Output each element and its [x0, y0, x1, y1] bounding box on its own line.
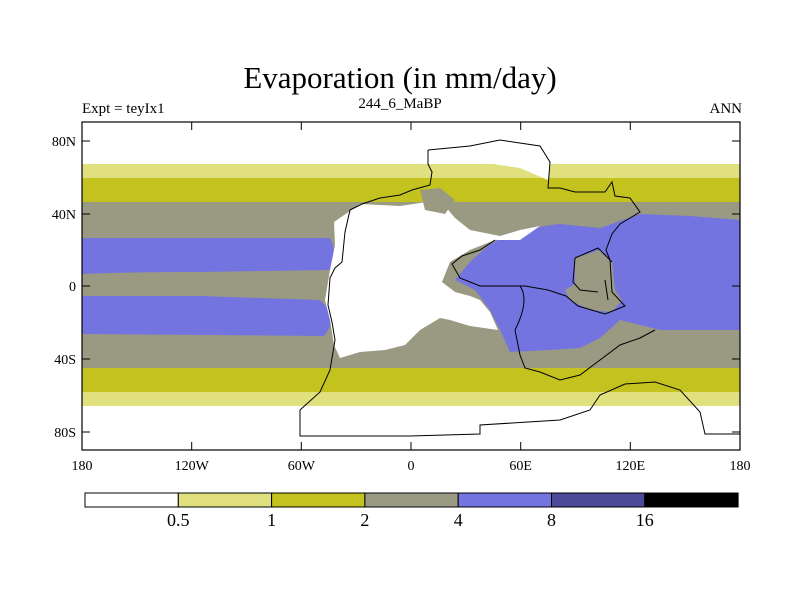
lon-tick-180w: 180: [72, 459, 93, 474]
continental-interior-low: [325, 200, 540, 358]
season-label: ANN: [709, 101, 743, 117]
lon-tick-120w: 120W: [175, 459, 210, 474]
colorbar-swatch-3: [364, 492, 459, 508]
lon-tick-60e: 60E: [509, 459, 532, 474]
colorbar-swatch-6: [644, 492, 739, 508]
evap-zone-west-south: [82, 296, 332, 336]
period-label: 244_6_MaBP: [358, 96, 442, 112]
lon-tick-60w: 60W: [288, 459, 316, 474]
lat-tick-40s: 40S: [54, 353, 76, 368]
continent-outlines: [299, 139, 740, 437]
continent-coastline-south: [299, 150, 740, 437]
continent-coastline-southeast: [514, 285, 656, 381]
plot-title: Evaporation (in mm/day): [243, 60, 557, 95]
northern-low-zone: [430, 140, 550, 180]
colorbar-label-4: 8: [547, 510, 556, 530]
gray-patch-north: [420, 188, 455, 214]
inland-basin-outline: [572, 247, 613, 301]
colorbar-label-5: 16: [636, 510, 654, 530]
lon-tick-0: 0: [408, 459, 415, 474]
colorbar-label-0: 0.5: [167, 510, 190, 530]
lat-tick-labels: 80N 40N 0 40S 80S: [52, 135, 76, 441]
lat-tick-80n: 80N: [52, 135, 76, 150]
axis-ticks: [81, 122, 741, 450]
continent-coastline-east: [427, 139, 641, 315]
evap-zone-west-north: [82, 238, 334, 274]
lon-tick-labels: 180 120W 60W 0 60E 120E 180: [72, 459, 751, 474]
evaporation-field: [82, 122, 740, 450]
lon-tick-120e: 120E: [616, 459, 646, 474]
colorbar-swatch-1: [177, 492, 273, 508]
colorbar-label-2: 2: [360, 510, 369, 530]
lon-tick-180e: 180: [730, 459, 751, 474]
colorbar: 0.5 1 2 4 8 16: [84, 492, 739, 530]
lat-tick-80s: 80S: [54, 426, 76, 441]
colorbar-swatch-4: [457, 492, 553, 508]
lat-tick-40n: 40N: [52, 208, 76, 223]
colorbar-label-3: 4: [454, 510, 463, 530]
colorbar-label-1: 1: [267, 510, 276, 530]
experiment-label: Expt = teyIx1: [82, 101, 165, 117]
colorbar-swatch-2: [271, 492, 366, 508]
colorbar-swatch-5: [551, 492, 646, 508]
colorbar-swatch-0: [84, 492, 179, 508]
lat-tick-0: 0: [69, 280, 76, 295]
